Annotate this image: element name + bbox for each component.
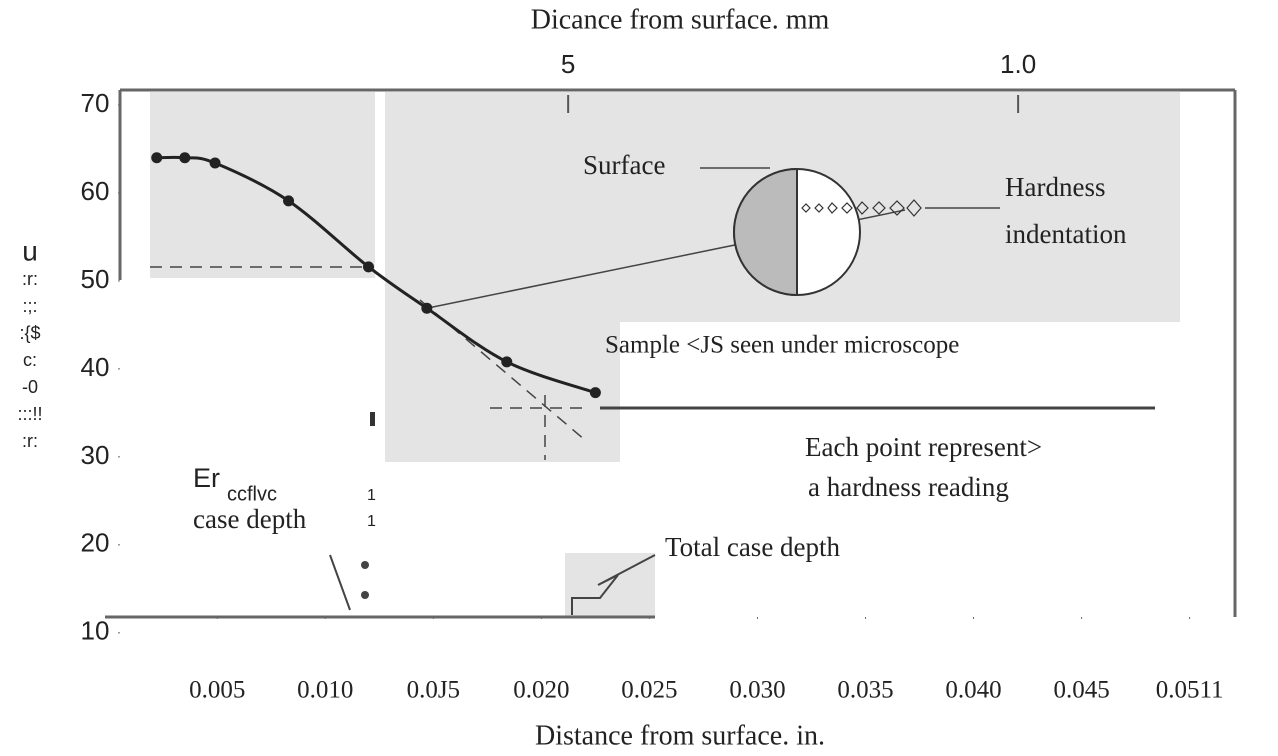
- data-point: [283, 195, 295, 207]
- top-tick-label: 5: [561, 49, 575, 79]
- annotation: case depth: [193, 504, 307, 534]
- x-tick-label: 0.040: [945, 677, 1001, 704]
- microscope-view: [733, 167, 922, 297]
- annotation: ccflvc: [227, 483, 277, 505]
- data-point: [151, 152, 163, 164]
- annotation: Hardness: [1005, 172, 1105, 202]
- annotation: Surface: [583, 150, 665, 180]
- x-tick-label: 0.020: [513, 677, 569, 704]
- annotation: indentation: [1005, 219, 1127, 249]
- annotation: a hardness reading: [808, 472, 1009, 502]
- data-point: [179, 152, 191, 164]
- y-axis-title: :r:: [22, 269, 38, 289]
- annotation: Er: [193, 463, 220, 493]
- x-tick-label: 0.030: [729, 677, 785, 704]
- top-tick-label: 1.0: [1000, 49, 1036, 79]
- data-point: [209, 157, 221, 169]
- x-axis-title: Distance from surface. in.: [535, 720, 825, 751]
- y-axis-title: :r:: [22, 431, 38, 451]
- y-tick-label: 50: [81, 264, 110, 294]
- data-point: [362, 261, 374, 273]
- top-axis-title: Dicance from surface. mm: [531, 4, 830, 35]
- data-point: [501, 356, 513, 368]
- x-tick-label: 0.035: [837, 677, 893, 704]
- x-tick-label: 0.005: [189, 677, 245, 704]
- y-tick-label: 30: [81, 440, 110, 470]
- annotation: 1: [367, 513, 376, 530]
- annotation: Total case depth: [665, 532, 841, 562]
- x-tick-label: 0.0J5: [407, 677, 460, 704]
- y-axis-title: -0: [22, 377, 38, 397]
- y-tick-label: 20: [81, 528, 110, 558]
- annotation: Sample <JS seen under microscope: [605, 332, 959, 359]
- frame: [105, 88, 1237, 619]
- annotation: 1: [367, 487, 376, 504]
- y-tick-label: 40: [81, 352, 110, 382]
- y-tick-label: 70: [81, 88, 110, 118]
- data-point: [589, 387, 601, 399]
- x-tick-label: 0.010: [297, 677, 353, 704]
- y-axis-title: c:: [23, 350, 37, 370]
- y-axis-title: :::!!: [17, 404, 42, 424]
- y-tick-label: 60: [81, 176, 110, 206]
- data-point: [421, 302, 433, 314]
- y-axis-title: u: [22, 235, 38, 266]
- x-tick-label: 0.045: [1053, 677, 1109, 704]
- y-tick-label: 10: [81, 616, 110, 646]
- y-axis-title: :{$: [19, 323, 40, 343]
- x-tick-label: 0.025: [621, 677, 677, 704]
- annotation: Each point represent>: [805, 432, 1042, 462]
- x-tick-label: 0.0511: [1156, 677, 1224, 704]
- y-axis-title: :;:: [22, 296, 37, 316]
